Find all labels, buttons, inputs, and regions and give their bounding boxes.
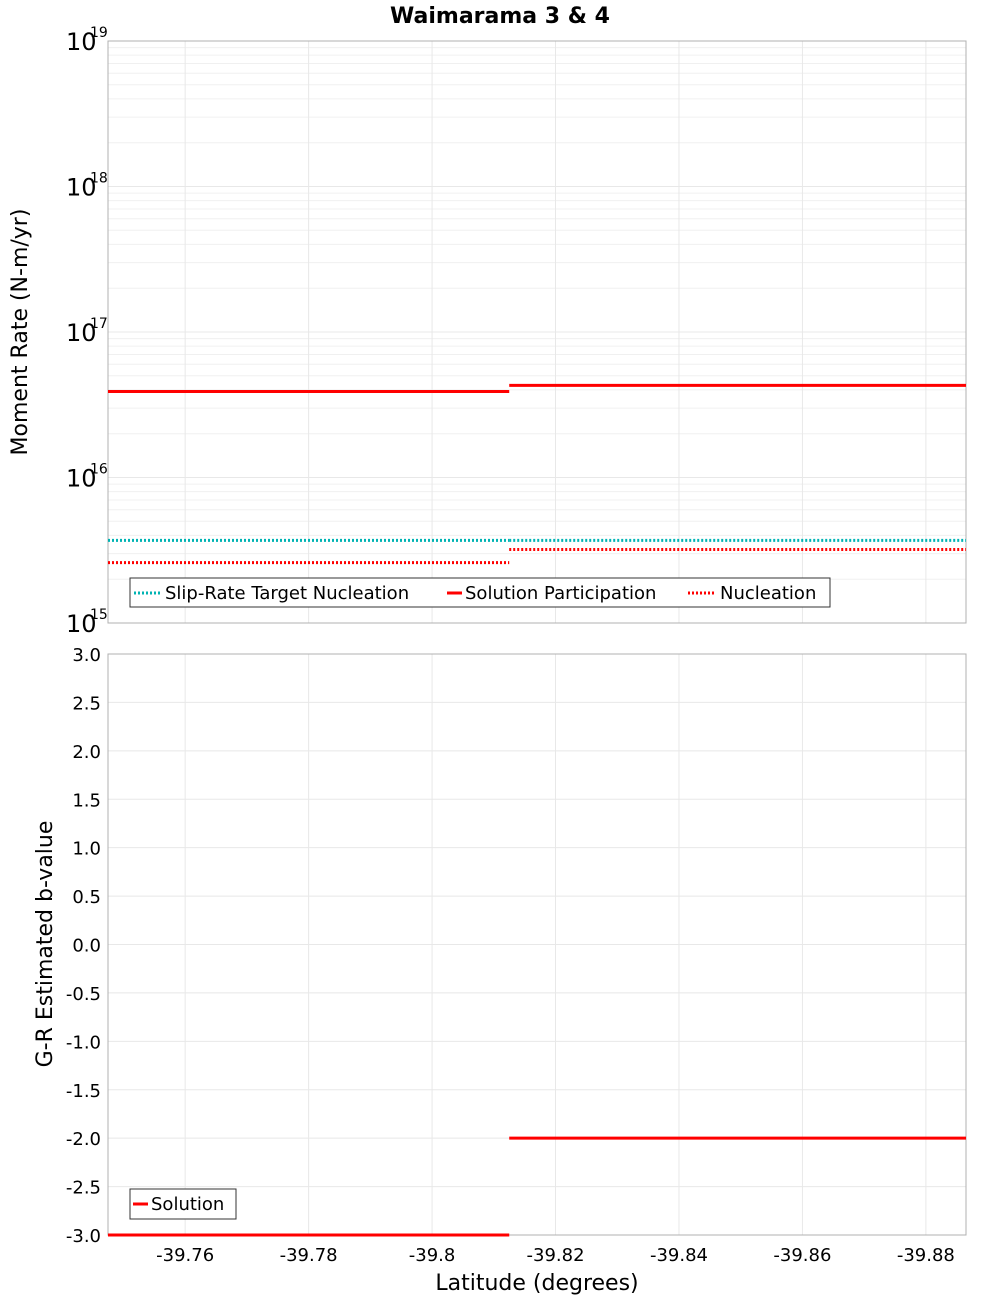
x-tick-label: -39.88	[897, 1245, 955, 1266]
x-tick-label: -39.82	[527, 1245, 585, 1266]
top-y-tick-base: 10	[66, 28, 97, 56]
bottom-y-tick-label: -2.0	[66, 1129, 101, 1150]
bottom-y-tick-label: 0.5	[72, 887, 101, 908]
bottom-y-tick-label: 0.0	[72, 936, 101, 957]
bottom-y-tick-label: 2.5	[72, 693, 101, 714]
top-legend-box	[129, 577, 831, 608]
bottom-plot-grid	[108, 653, 966, 1236]
x-axis-label: Latitude (degrees)	[435, 1271, 638, 1296]
bottom-x-ticks: -39.76 -39.78 -39.8 -39.82 -39.84 -39.86 -39.8…	[156, 1245, 955, 1266]
top-y-tick-base: 10	[66, 174, 97, 202]
top-plot-series	[108, 383, 966, 565]
x-tick-label: -39.76	[156, 1245, 214, 1266]
top-y-tick-exponent: 16	[90, 462, 108, 478]
bottom-y-ticks: 3.0 2.5 2.0 1.5 1.0 0.5 0.0 -0.5 -1.0 -1.5 -2.0 -2.…	[66, 645, 101, 1247]
top-plot-frame	[107, 40, 967, 624]
legend-label-solution: Solution	[151, 1194, 224, 1215]
chart-title: Waimarama 3 & 4	[390, 4, 610, 29]
bottom-y-axis-label: G-R Estimated b-value	[33, 821, 58, 1068]
bottom-y-tick-label: 3.0	[72, 645, 101, 666]
top-y-tick-base: 10	[66, 319, 97, 347]
bottom-y-tick-label: -1.5	[66, 1081, 101, 1102]
top-plot-grid	[108, 40, 966, 624]
top-y-axis-label: Moment Rate (N-m/yr)	[8, 209, 33, 456]
x-tick-label: -39.8	[409, 1245, 456, 1266]
x-tick-label: -39.78	[280, 1245, 338, 1266]
top-y-tick-base: 10	[66, 465, 97, 493]
bottom-y-tick-label: 1.5	[72, 790, 101, 811]
legend-label-nucleation: Nucleation	[720, 583, 816, 604]
top-y-tick-exponent: 17	[90, 316, 108, 332]
bottom-plot-series	[108, 1136, 966, 1237]
bottom-y-tick-label: 1.0	[72, 839, 101, 860]
top-y-tick-exponent: 19	[90, 25, 108, 41]
x-tick-label: -39.84	[650, 1245, 708, 1266]
x-tick-label: -39.86	[773, 1245, 831, 1266]
bottom-y-tick-label: -1.0	[66, 1032, 101, 1053]
top-y-tick-exponent: 15	[90, 607, 108, 623]
bottom-y-tick-label: 2.0	[72, 742, 101, 763]
bottom-plot-frame	[107, 653, 967, 1236]
bottom-y-tick-label: -0.5	[66, 984, 101, 1005]
bottom-y-tick-label: -3.0	[66, 1226, 101, 1247]
bottom-legend: Solution	[129, 1188, 237, 1220]
top-legend: Slip-Rate Target Nucleation Solution Par…	[129, 577, 831, 608]
top-y-tick-exponent: 18	[90, 171, 108, 187]
bottom-y-tick-label: -2.5	[66, 1178, 101, 1199]
legend-label-target: Slip-Rate Target Nucleation	[165, 583, 409, 604]
legend-label-participation: Solution Participation	[465, 583, 656, 604]
top-y-tick-base: 10	[66, 610, 97, 638]
